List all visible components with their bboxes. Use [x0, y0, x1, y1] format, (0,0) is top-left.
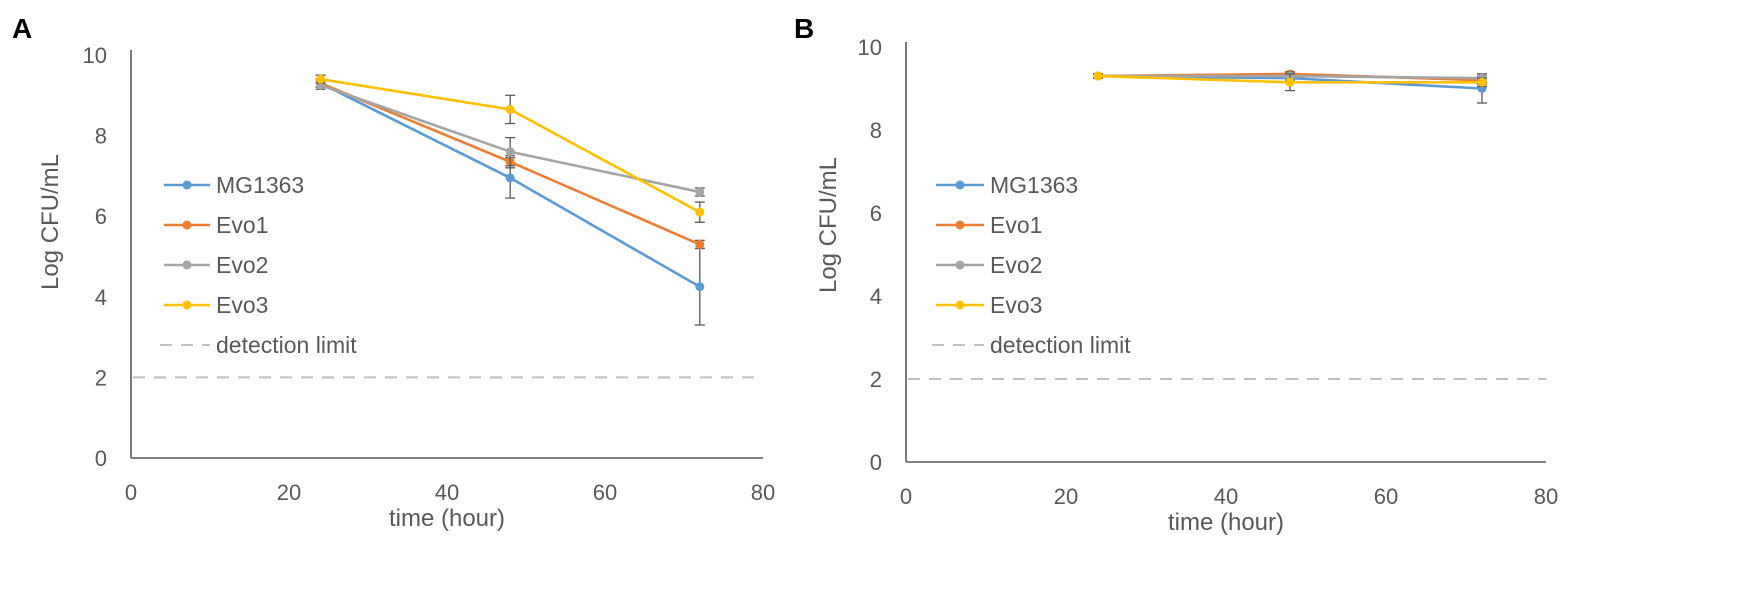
y-tick-label: 8 — [870, 118, 882, 143]
legend-item: Evo2 — [936, 252, 1042, 278]
legend-label: Evo3 — [216, 292, 268, 318]
x-tick-label: 40 — [435, 480, 459, 505]
data-point — [1477, 77, 1487, 87]
legend-item: MG1363 — [936, 172, 1078, 198]
y-tick-label: 10 — [858, 35, 882, 60]
y-tick-label: 2 — [870, 367, 882, 392]
legend-item: detection limit — [932, 332, 1131, 358]
series-evo3 — [315, 74, 705, 223]
legend-label: Evo1 — [990, 212, 1042, 238]
legend-item: detection limit — [160, 332, 357, 358]
legend-swatch-marker — [955, 260, 965, 270]
data-point — [1093, 71, 1103, 81]
y-tick-label: 2 — [95, 365, 107, 390]
legend-swatch-marker — [182, 300, 192, 310]
x-tick-label: 20 — [277, 480, 301, 505]
y-tick-label: 8 — [95, 124, 107, 149]
x-tick-label: 20 — [1054, 484, 1078, 509]
panel-letter: A — [12, 13, 32, 44]
panel-b: B 0 2 4 6 8 10 0 20 40 60 80 time (hour) Log CFU/mL MG… — [794, 13, 1558, 536]
data-point — [695, 187, 705, 197]
legend-swatch-marker — [182, 220, 192, 230]
y-tick-label: 6 — [95, 204, 107, 229]
data-point — [695, 207, 705, 217]
data-point — [1285, 77, 1295, 87]
x-axis-title: time (hour) — [1168, 509, 1284, 536]
y-tick-label: 0 — [870, 450, 882, 475]
x-tick-label: 80 — [1534, 484, 1558, 509]
y-tick-label: 4 — [870, 284, 882, 309]
legend-label: MG1363 — [990, 172, 1078, 198]
x-axis-title: time (hour) — [389, 505, 505, 532]
y-tick-label: 0 — [95, 446, 107, 471]
data-point — [505, 104, 515, 114]
legend: MG1363 Evo1 Evo2 Evo3 detection limit — [160, 172, 357, 358]
y-axis-title: Log CFU/mL — [37, 154, 64, 290]
y-tick-label: 4 — [95, 285, 107, 310]
panel-letter: B — [794, 13, 814, 44]
data-point — [695, 239, 705, 249]
y-tick-label: 10 — [83, 43, 107, 68]
panel-a: A 0 2 4 6 8 10 0 20 40 60 80 time (hour) Log CFU/mL MG… — [12, 13, 775, 532]
legend-item: Evo1 — [164, 212, 268, 238]
data-point — [695, 282, 705, 292]
x-tick-label: 40 — [1214, 484, 1238, 509]
x-tick-label: 80 — [751, 480, 775, 505]
series-evo3 — [1093, 71, 1487, 92]
legend-label: Evo2 — [990, 252, 1042, 278]
x-tick-label: 60 — [593, 480, 617, 505]
legend-swatch-marker — [955, 300, 965, 310]
x-tick-label: 60 — [1374, 484, 1398, 509]
legend-swatch-marker — [182, 180, 192, 190]
legend-label: Evo2 — [216, 252, 268, 278]
legend-label: Evo1 — [216, 212, 268, 238]
legend-item: Evo1 — [936, 212, 1042, 238]
legend-swatch-marker — [955, 180, 965, 190]
legend-item: Evo3 — [936, 292, 1042, 318]
y-tick-label: 6 — [870, 201, 882, 226]
y-axis-title: Log CFU/mL — [815, 157, 842, 293]
legend-swatch-marker — [182, 260, 192, 270]
legend-item: Evo3 — [164, 292, 268, 318]
x-tick-label: 0 — [900, 484, 912, 509]
legend-item: Evo2 — [164, 252, 268, 278]
legend-label: detection limit — [216, 332, 357, 358]
data-point — [505, 173, 515, 183]
legend-swatch-marker — [955, 220, 965, 230]
data-point — [316, 74, 326, 84]
legend-label: detection limit — [990, 332, 1131, 358]
data-point — [505, 147, 515, 157]
x-tick-label: 0 — [125, 480, 137, 505]
legend-label: Evo3 — [990, 292, 1042, 318]
legend-item: MG1363 — [164, 172, 304, 198]
legend: MG1363 Evo1 Evo2 Evo3 detection limit — [932, 172, 1131, 358]
legend-label: MG1363 — [216, 172, 304, 198]
